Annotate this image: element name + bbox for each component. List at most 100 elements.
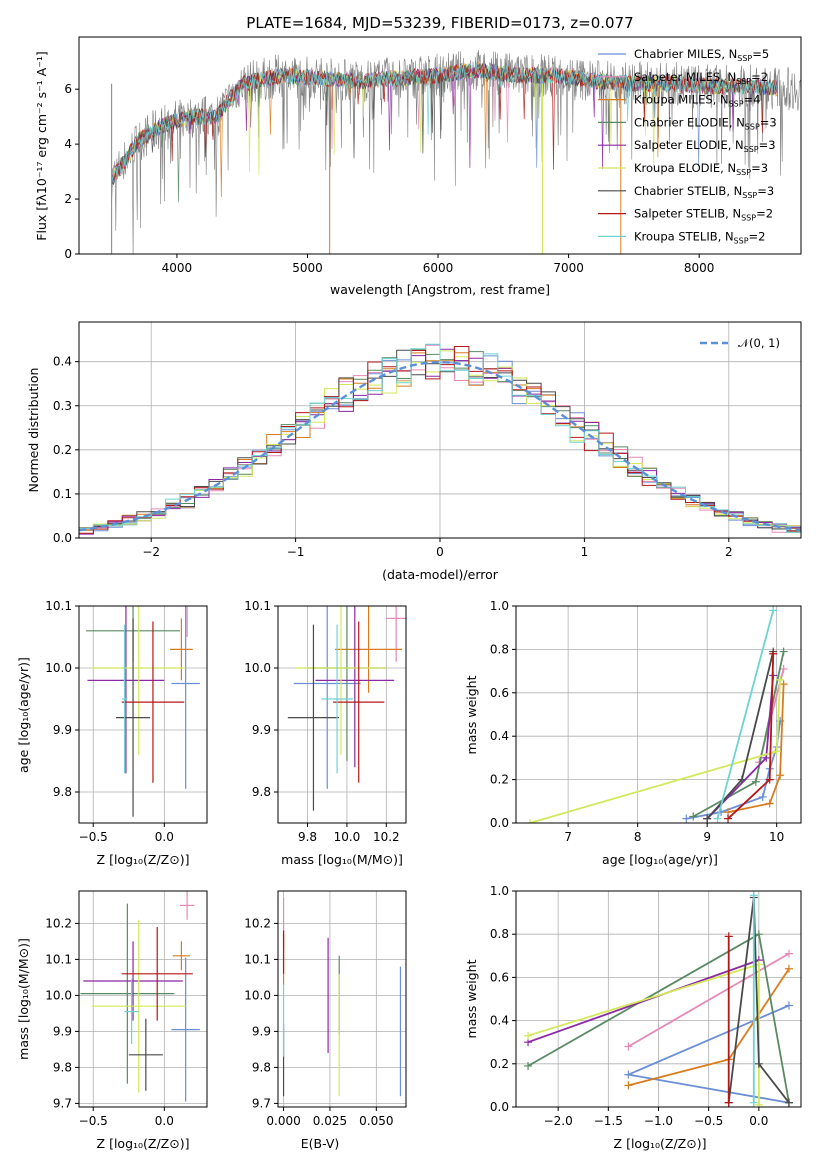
axes-frame <box>277 605 407 824</box>
grid <box>278 891 406 1107</box>
legend-nssp-subscript: SSP <box>734 236 749 245</box>
axes-frame <box>78 321 802 539</box>
y-tick-label: 10.2 <box>244 916 271 930</box>
age-massweight-panel: 7 8 9 10 0.0 0.2 0.4 0.6 0.8 1.0 <box>490 599 802 844</box>
y-tick-label: 0.8 <box>490 927 509 941</box>
histogram-series <box>79 343 801 538</box>
massweight-marker <box>624 1070 633 1079</box>
massweight-marker <box>784 1001 793 1010</box>
errorbars <box>80 891 200 1102</box>
x-tick-label: −1.0 <box>644 1114 673 1128</box>
legend-nssp-value: 3 <box>769 115 776 129</box>
y-tick-label: 9.9 <box>252 1024 271 1038</box>
massweight-marker <box>751 777 760 786</box>
histograms <box>79 343 801 538</box>
legend-model-name: Salpeter ELODIE <box>634 138 728 152</box>
massweight-marker <box>779 664 788 673</box>
legend-entry: Chabrier ELODIE, NSSP=3 <box>634 115 777 131</box>
legend-equals: = <box>744 93 754 107</box>
massweight-marker <box>754 930 763 939</box>
x-tick-label: 2 <box>725 545 733 559</box>
legend-entry: Salpeter ELODIE, NSSP=3 <box>634 138 776 154</box>
z-age-panel: −0.5 0.0 9.8 9.9 10.0 10.1 <box>45 599 208 844</box>
legend-model-name: Salpeter MILES <box>634 70 720 84</box>
age-massweight-xlabel: age [log₁₀(age/yr)] <box>602 852 718 867</box>
massweight-marker <box>689 812 698 821</box>
massweight-marker <box>524 1061 533 1070</box>
x-tick-label: 1 <box>581 545 589 559</box>
legend-entry: Kroupa STELIB, NSSP=2 <box>634 229 766 245</box>
x-tick-label: −0.5 <box>79 830 108 844</box>
x-tick-label: 10.2 <box>373 830 400 844</box>
z-massweight-ylabel: mass weight <box>464 959 479 1038</box>
y-tick-label: 0.0 <box>53 531 72 545</box>
massweight-marker <box>724 932 733 941</box>
legend-entry: Kroupa ELODIE, NSSP=3 <box>634 161 768 177</box>
grid <box>79 891 207 1107</box>
errorbars <box>282 898 402 1097</box>
y-tick-label: 9.7 <box>53 1096 72 1110</box>
x-tick-label: 7000 <box>553 261 584 275</box>
massweight-marker <box>784 949 793 958</box>
x-tick-label: −2.0 <box>544 1114 573 1128</box>
massweight-marker <box>737 775 746 784</box>
y-tick-label: 1.0 <box>490 599 509 613</box>
legend-nssp-symbol: N <box>729 47 738 61</box>
axes-frame <box>515 605 802 824</box>
massweight-marker <box>776 771 785 780</box>
z-mass-ylabel: mass [log₁₀(M/M⊙)] <box>16 938 31 1060</box>
legend-nssp-symbol: N <box>734 184 743 198</box>
massweight-marker <box>713 814 722 823</box>
y-tick-label: 0.1 <box>53 487 72 501</box>
legend-equals: = <box>759 138 769 152</box>
y-tick-label: 10.1 <box>244 599 271 613</box>
legend-nssp-value: 2 <box>758 229 765 243</box>
y-tick-label: 1.0 <box>490 884 509 898</box>
x-tick-label: 9.8 <box>298 830 317 844</box>
z-massweight-panel: −2.0 −1.5 −1.0 −0.5 0.0 0.0 0.2 0.4 0.6 0.8 1.0 <box>490 884 802 1128</box>
axes-frame <box>277 890 407 1108</box>
legend-separator: , <box>720 161 727 175</box>
y-tick-label: 0.6 <box>490 970 509 984</box>
residual-histogram-panel: −2 −1 0 1 2 0.0 0.1 0.2 0.3 0.4 <box>53 321 802 559</box>
x-tick-label: 10 <box>769 830 784 844</box>
x-tick-label: 6000 <box>423 261 454 275</box>
legend-nssp-subscript: SSP <box>744 145 759 154</box>
massweight-marker <box>754 1100 763 1107</box>
massweight-marker <box>754 1059 763 1068</box>
legend-model-name: Kroupa ELODIE <box>634 161 720 175</box>
legend-nssp-subscript: SSP <box>741 214 756 223</box>
massweight-marker <box>784 1098 793 1107</box>
legend-nssp-value: 2 <box>766 207 773 221</box>
x-tick-label: 0.0 <box>155 1114 174 1128</box>
massweight-marker <box>769 649 778 658</box>
legend-nssp-subscript: SSP <box>737 54 752 63</box>
normal-reference-curve <box>79 360 801 532</box>
y-tick-label: 6 <box>64 82 72 96</box>
legend-equals: = <box>757 184 767 198</box>
x-tick-label: 5000 <box>292 261 323 275</box>
massweight-marker <box>772 747 781 756</box>
legend-separator: , <box>720 70 727 84</box>
spectrum-ylabel: Flux [fλ10⁻¹⁷ erg cm⁻² s⁻¹ A⁻¹] <box>34 51 49 240</box>
y-tick-label: 0.8 <box>490 642 509 656</box>
y-tick-label: 0.4 <box>53 355 72 369</box>
legend-nssp-subscript: SSP <box>742 191 757 200</box>
spectrum-xlabel: wavelength [Angstrom, rest frame] <box>330 282 550 297</box>
massweight-marker <box>776 675 785 684</box>
y-tick-label: 0.2 <box>490 773 509 787</box>
axes-frame <box>78 890 208 1108</box>
massweight-marker <box>749 1098 758 1107</box>
legend-entry: Salpeter MILES, NSSP=2 <box>634 70 768 86</box>
y-tick-label: 10.2 <box>45 916 72 930</box>
z-mass-panel: −0.5 0.0 9.7 9.8 9.9 10.0 10.1 10.2 <box>45 890 208 1128</box>
massweight-series <box>529 679 781 823</box>
y-tick-label: 0.2 <box>53 443 72 457</box>
errorbars <box>86 606 200 817</box>
ebv-mass-panel: 0.000 0.025 0.050 9.7 9.8 9.9 10.0 10.1 10.2 <box>244 890 407 1128</box>
massweight-marker <box>779 647 788 656</box>
x-tick-label: 0.0 <box>155 830 174 844</box>
histogram-xlabel: (data-model)/error <box>382 567 499 582</box>
legend-nssp-value: 3 <box>768 138 775 152</box>
